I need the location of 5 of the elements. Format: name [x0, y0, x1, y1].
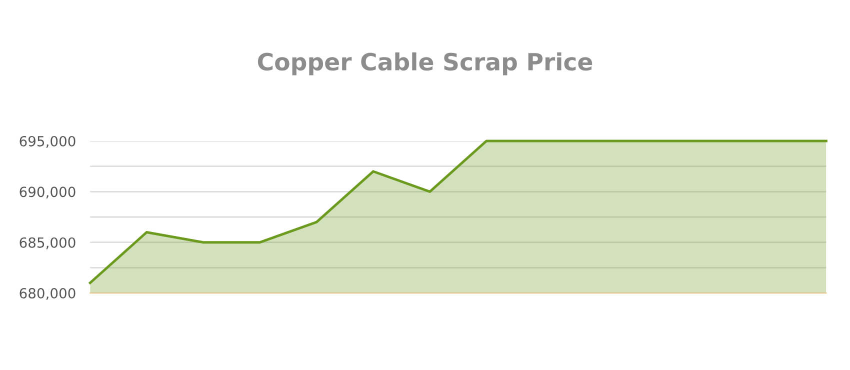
y-tick-label: 685,000: [20, 237, 76, 250]
y-tick-label: 695,000: [20, 136, 76, 148]
y-tick-label: 680,000: [20, 288, 76, 300]
y-tick-label: 690,000: [20, 186, 76, 199]
chart-title: Copper Cable Scrap Price: [258, 52, 592, 76]
